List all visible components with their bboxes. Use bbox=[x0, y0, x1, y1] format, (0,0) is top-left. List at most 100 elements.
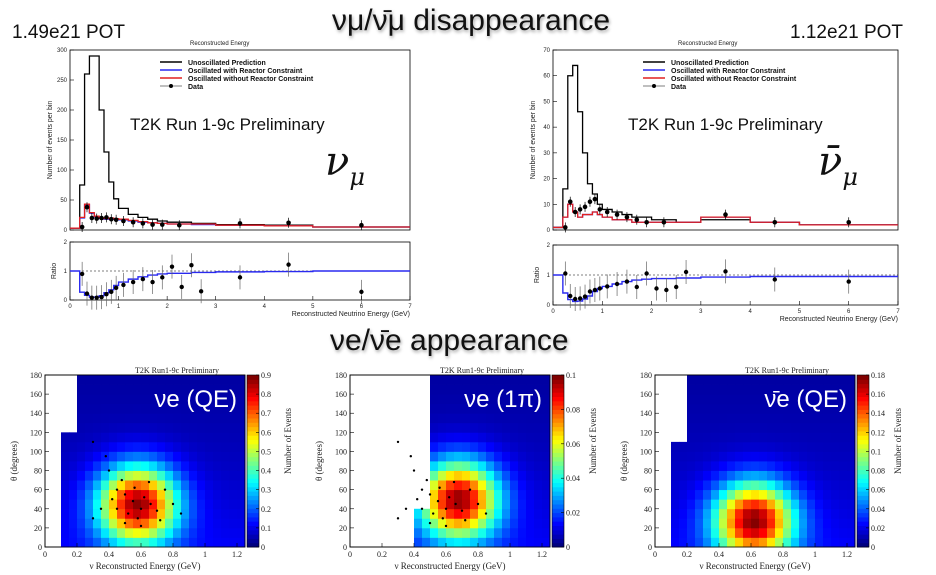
heatmap-cell bbox=[69, 461, 78, 471]
x-tick-label: 1 bbox=[601, 309, 605, 315]
heatmap-cell bbox=[671, 470, 680, 481]
heatmap-cell bbox=[165, 499, 174, 510]
heatmap-cell bbox=[743, 508, 752, 519]
colorbar-segment bbox=[857, 486, 869, 492]
heatmap-cell bbox=[743, 537, 752, 548]
heatmap-cell bbox=[221, 499, 230, 510]
heatmap-cell bbox=[213, 489, 222, 500]
heatmap-cell bbox=[133, 461, 142, 471]
heatmap-cell bbox=[671, 489, 680, 500]
heatmap-cell bbox=[133, 422, 142, 433]
heatmap-cell bbox=[727, 527, 736, 538]
x-tick-label: 0 bbox=[653, 550, 657, 559]
heatmap-cell bbox=[783, 375, 792, 385]
heatmap-cell bbox=[711, 461, 720, 471]
heatmap-cell bbox=[510, 432, 519, 443]
heatmap-cell bbox=[518, 508, 527, 519]
event-dot bbox=[120, 478, 124, 482]
y-tick-label: 60 bbox=[543, 74, 550, 80]
colorbar-segment bbox=[552, 375, 564, 380]
heatmap-cell bbox=[69, 441, 78, 452]
heatmap-cell bbox=[101, 499, 110, 510]
heatmap-cell bbox=[783, 527, 792, 538]
heatmap-cell bbox=[711, 499, 720, 510]
heatmap-cell bbox=[117, 394, 126, 405]
colorbar-segment bbox=[247, 392, 259, 397]
heatmap-cell bbox=[189, 441, 198, 452]
pot-right: 1.12e21 POT bbox=[790, 22, 904, 43]
heatmap-cell bbox=[502, 441, 511, 452]
heatmap-cell bbox=[847, 499, 856, 510]
ratio-point bbox=[683, 269, 689, 275]
event-dot bbox=[425, 478, 428, 482]
heatmap-cell bbox=[534, 413, 543, 424]
heatmap-cell bbox=[430, 489, 439, 500]
colorbar-segment bbox=[247, 400, 259, 406]
heatmap-cell bbox=[831, 384, 840, 395]
heatmap-cell bbox=[711, 508, 720, 519]
heatmap-cell bbox=[109, 537, 118, 548]
heatmap-cell bbox=[85, 403, 94, 414]
heatmap-cell bbox=[77, 403, 86, 414]
heatmap-cell bbox=[687, 451, 696, 462]
heatmap-cell bbox=[783, 518, 792, 529]
heatmap-cell bbox=[799, 403, 808, 414]
heatmap-cell bbox=[494, 375, 503, 385]
heatmap-cell bbox=[221, 518, 230, 529]
z-tick-label: 0.8 bbox=[261, 390, 271, 399]
y-tick-label: 0 bbox=[38, 543, 42, 552]
heatmap-cell bbox=[518, 499, 527, 510]
colorbar-segment bbox=[857, 448, 869, 453]
heatmap-cell bbox=[815, 441, 824, 452]
heatmap-cell bbox=[534, 470, 543, 481]
heatmap-cell bbox=[93, 394, 102, 405]
heatmap-cell bbox=[157, 508, 166, 519]
heatmap-cell bbox=[165, 384, 174, 395]
y-tick-label: 20 bbox=[339, 524, 347, 533]
ratio-point bbox=[104, 292, 109, 297]
heatmap-cell bbox=[791, 413, 800, 424]
heatmap-cell bbox=[430, 375, 439, 385]
colorbar-segment bbox=[857, 375, 869, 380]
event-dot bbox=[452, 480, 456, 484]
heatmap-cell bbox=[205, 394, 214, 405]
heatmap-cell bbox=[751, 432, 760, 443]
heatmap-cell bbox=[743, 499, 752, 510]
heatmap-cell bbox=[534, 461, 543, 471]
x-tick-label: 1 bbox=[117, 304, 121, 310]
heatmap-cell bbox=[85, 432, 94, 443]
heatmap-cell bbox=[735, 489, 744, 500]
heatmap-cell bbox=[687, 508, 696, 519]
heatmap-cell bbox=[526, 518, 535, 529]
disappearance-title-text: νμ/ν̄μ disappearance bbox=[332, 4, 611, 37]
heatmap-cell bbox=[133, 537, 142, 548]
heatmap-cell bbox=[446, 480, 455, 491]
heatmap-cell bbox=[703, 508, 712, 519]
heatmap-cell bbox=[831, 403, 840, 414]
heatmap-cell bbox=[502, 470, 511, 481]
heatmap-cell bbox=[213, 403, 222, 414]
heatmap-cell bbox=[695, 470, 704, 481]
heatmap-cell bbox=[205, 441, 214, 452]
heatmap-border bbox=[654, 374, 856, 548]
heatmap-cell bbox=[711, 394, 720, 405]
heatmap-cell bbox=[671, 518, 680, 529]
colorbar-segment bbox=[552, 473, 564, 479]
heatmap-cell bbox=[229, 375, 238, 385]
heatmap-cell bbox=[157, 403, 166, 414]
heatmap-cell bbox=[799, 537, 808, 548]
heatmap-cell bbox=[711, 470, 720, 481]
z-tick-label: 0 bbox=[261, 543, 265, 552]
heatmap-cell bbox=[719, 537, 728, 548]
neutrino-symbol: ν̄μ bbox=[818, 139, 858, 191]
heatmap-cell bbox=[157, 384, 166, 395]
heatmap-cell bbox=[69, 499, 78, 510]
heatmap-cell bbox=[831, 394, 840, 405]
heatmap-cell bbox=[823, 461, 832, 471]
heatmap-cell bbox=[438, 432, 447, 443]
heatmap-cell bbox=[213, 527, 222, 538]
heatmap-cell bbox=[157, 451, 166, 462]
ratio-point bbox=[140, 276, 146, 282]
heatmap-cell bbox=[237, 413, 246, 424]
heatmap-cell bbox=[125, 499, 134, 510]
